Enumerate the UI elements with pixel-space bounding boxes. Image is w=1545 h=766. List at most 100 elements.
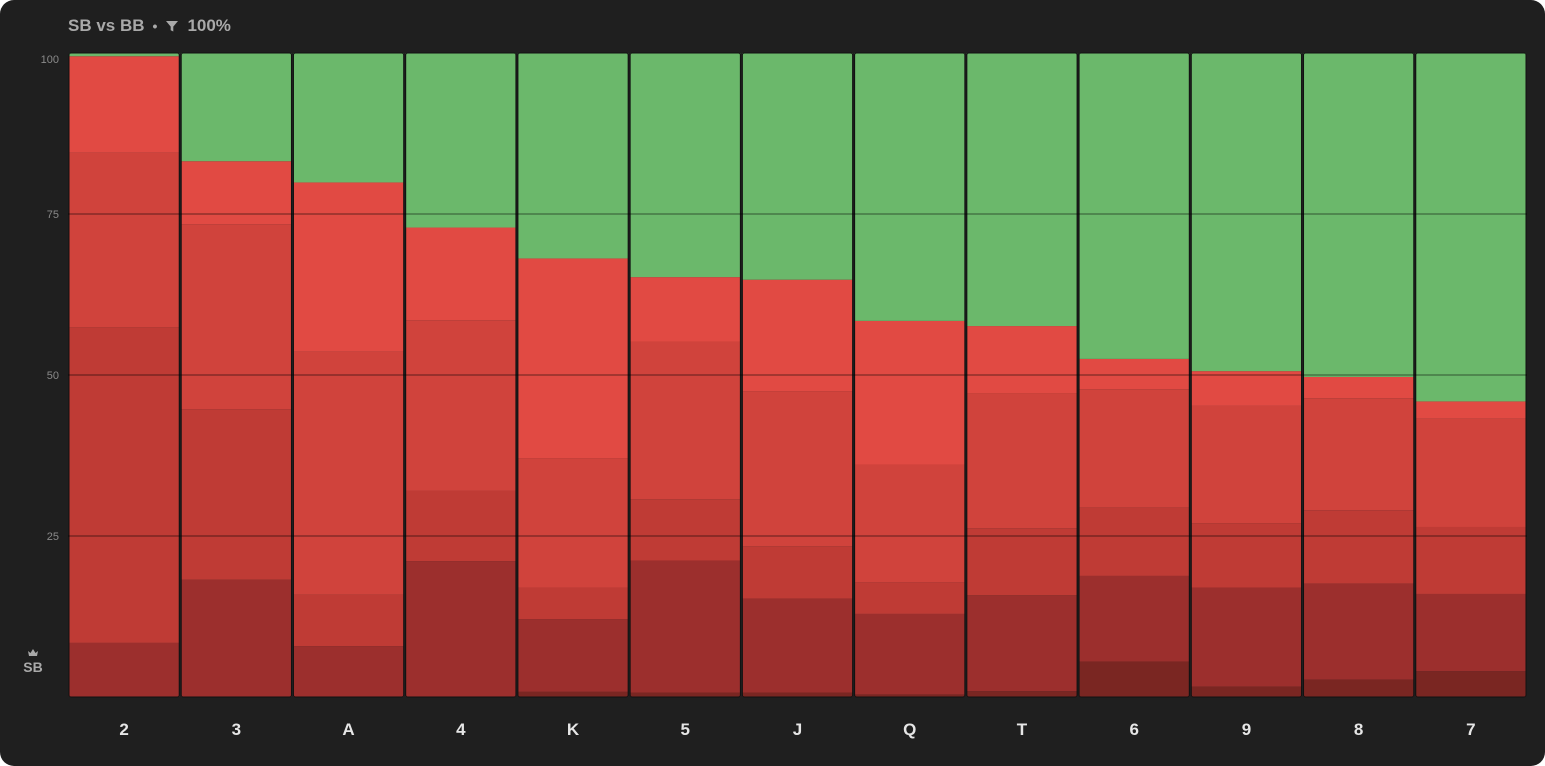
bar-segment — [405, 227, 516, 321]
bar-segment — [1303, 53, 1414, 377]
bar-segment — [1191, 371, 1302, 406]
bar-segment — [517, 458, 629, 588]
bar-segment — [1191, 686, 1302, 697]
category-label: K — [567, 720, 580, 739]
player-label: SB — [23, 659, 43, 675]
bar-segment — [630, 53, 741, 278]
bar-segment — [1079, 661, 1190, 697]
bar-segment — [181, 579, 292, 697]
bar-segment — [1191, 523, 1302, 588]
bar-2[interactable] — [68, 52, 180, 698]
bar-segment — [854, 582, 965, 614]
bar-segment — [293, 646, 404, 697]
bar-segment — [966, 53, 1078, 327]
bar-segment — [630, 499, 741, 561]
bar-segment — [517, 691, 629, 697]
bar-segment — [1079, 53, 1190, 359]
bar-segment — [1303, 510, 1414, 584]
bar-4[interactable] — [405, 52, 517, 698]
bar-segment — [854, 53, 965, 321]
bar-segment — [293, 182, 404, 352]
bar-segment — [966, 326, 1078, 394]
bar-segment — [405, 53, 516, 228]
bar-segment — [181, 409, 292, 580]
bar-segment — [181, 224, 292, 410]
crown-icon — [28, 649, 38, 656]
matchup-title[interactable]: SB vs BB — [68, 16, 145, 35]
bar-6[interactable] — [1078, 52, 1190, 698]
bar-segment — [405, 561, 516, 697]
bar-segment — [181, 53, 292, 162]
bar-segment — [742, 546, 853, 599]
category-label: 4 — [456, 720, 466, 739]
bar-Q[interactable] — [854, 52, 966, 698]
bar-segment — [1079, 575, 1190, 662]
filter-value[interactable]: 100% — [187, 16, 231, 35]
bar-segment — [293, 351, 404, 595]
bar-segment — [1303, 679, 1414, 697]
bar-segment — [517, 587, 629, 620]
bar-segment — [854, 694, 965, 697]
bar-segment — [1191, 587, 1302, 687]
bar-segment — [181, 161, 292, 225]
bar-9[interactable] — [1190, 52, 1303, 698]
category-label: A — [342, 720, 354, 739]
bar-segment — [1415, 671, 1526, 697]
category-label: 3 — [232, 720, 241, 739]
bar-segment — [517, 258, 629, 459]
bar-segment — [630, 560, 741, 693]
bar-segment — [293, 594, 404, 647]
bar-J[interactable] — [741, 52, 854, 698]
bar-segment — [1079, 358, 1190, 390]
bar-segment — [966, 691, 1078, 697]
bar-segment — [69, 56, 180, 153]
y-tick-label: 25 — [47, 531, 59, 543]
bar-segment — [742, 692, 853, 697]
category-label: J — [793, 720, 802, 739]
bar-segment — [742, 598, 853, 693]
y-tick-label: 75 — [47, 209, 59, 221]
bar-segment — [69, 152, 180, 328]
bar-segment — [293, 53, 404, 183]
bar-segment — [1415, 401, 1526, 419]
bar-K[interactable] — [517, 52, 629, 698]
bar-segment — [966, 393, 1078, 529]
bar-segment — [854, 464, 965, 583]
bar-segment — [1303, 398, 1414, 511]
bar-segment — [1415, 526, 1526, 594]
bar-segment — [405, 490, 516, 562]
category-label: 6 — [1129, 720, 1138, 739]
bar-segment — [1079, 389, 1190, 508]
bar-segment — [630, 341, 741, 500]
bar-segment — [1191, 53, 1302, 372]
category-label: 7 — [1466, 720, 1475, 739]
bar-segment — [1191, 405, 1302, 524]
y-tick-label: 100 — [41, 54, 59, 66]
bar-segment — [630, 277, 741, 342]
bar-segment — [1303, 583, 1414, 680]
bar-segment — [1079, 507, 1190, 576]
category-label: 8 — [1354, 720, 1363, 739]
bar-segment — [405, 320, 516, 491]
bar-5[interactable] — [629, 52, 741, 698]
separator-dot: • — [152, 18, 158, 34]
filter-icon[interactable] — [165, 19, 179, 33]
bar-segment — [742, 53, 853, 280]
bar-segment — [966, 528, 1078, 596]
bar-segment — [1415, 53, 1526, 402]
bar-segment — [854, 613, 965, 695]
bar-segment — [1415, 593, 1526, 672]
category-label: Q — [903, 720, 916, 739]
bar-segment — [630, 692, 741, 697]
bar-8[interactable] — [1303, 52, 1415, 698]
y-tick-label: 50 — [47, 370, 59, 382]
bar-A[interactable] — [292, 52, 405, 698]
bar-T[interactable] — [966, 52, 1078, 698]
bar-segment — [742, 279, 853, 392]
bar-segment — [854, 320, 965, 465]
bar-segment — [69, 642, 180, 697]
category-label: 9 — [1242, 720, 1251, 739]
player-indicator: SB — [17, 648, 49, 675]
